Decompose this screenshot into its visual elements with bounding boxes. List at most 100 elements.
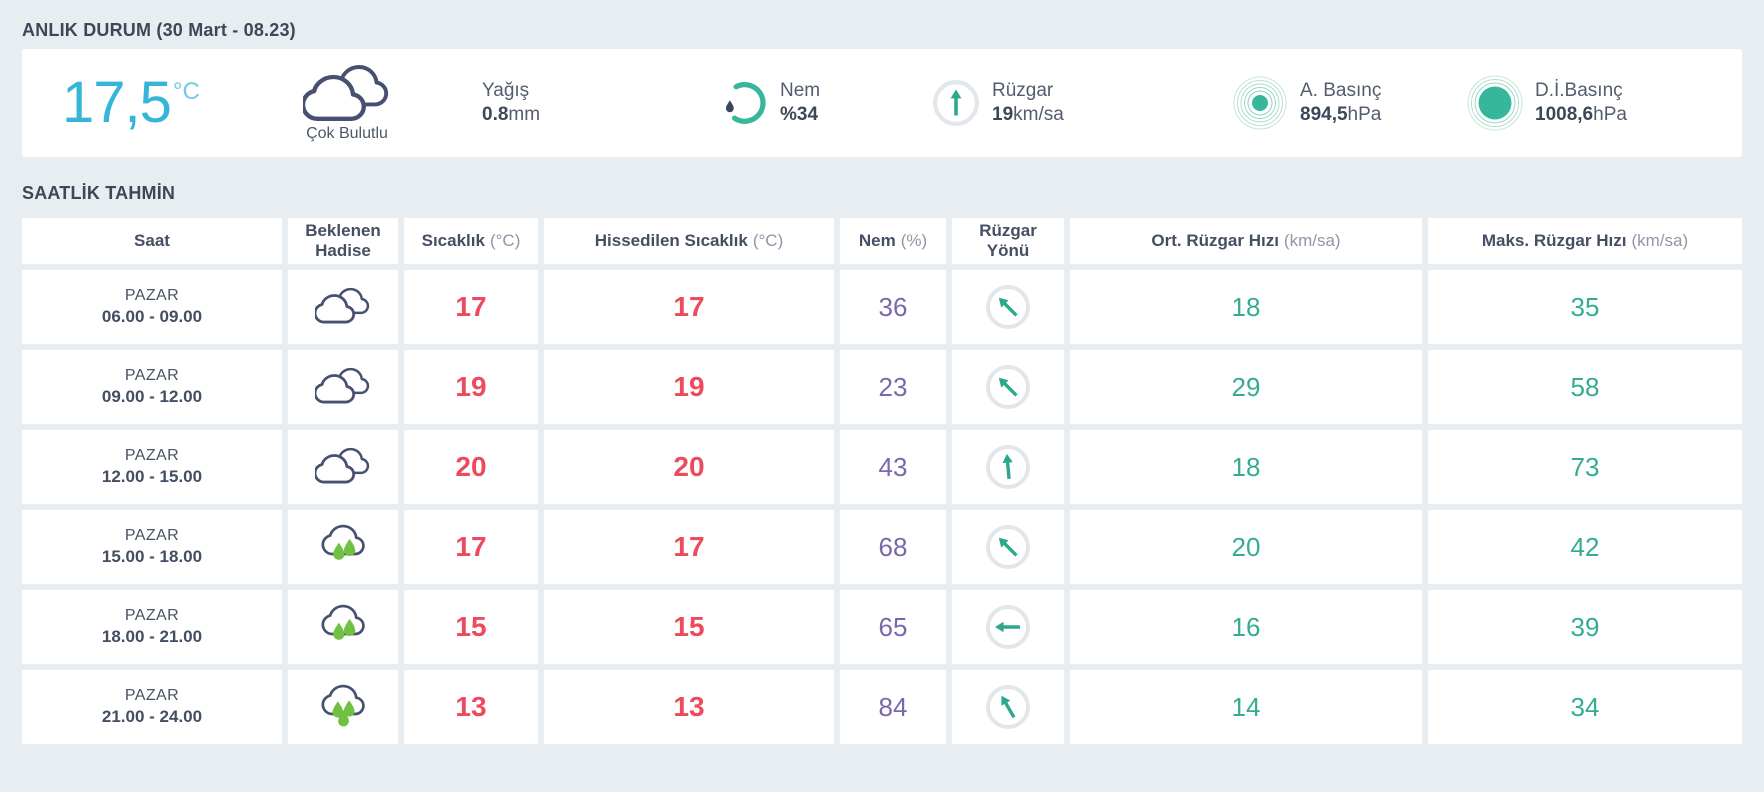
current-condition: Çok Bulutlu bbox=[272, 63, 422, 143]
temperature-unit: °C bbox=[172, 78, 200, 105]
wind-max-value: 58 bbox=[1428, 350, 1742, 424]
wind-value: 19km/sa bbox=[992, 104, 1064, 125]
cloudy-icon bbox=[313, 286, 371, 329]
day-label: PAZAR bbox=[124, 286, 180, 304]
forecast-table-row: PAZAR 18.00 - 21.00 bbox=[22, 590, 1742, 664]
humidity-value: %34 bbox=[780, 104, 819, 125]
condition-icon-cell bbox=[288, 510, 398, 584]
day-label: PAZAR bbox=[124, 686, 180, 704]
time-range: 06.00 - 09.00 bbox=[101, 307, 203, 327]
column-header-saat: Saat bbox=[22, 218, 282, 264]
forecast-table-row: PAZAR 15.00 - 18.00 bbox=[22, 510, 1742, 584]
time-cell: PAZAR 12.00 - 15.00 bbox=[22, 430, 282, 504]
day-label: PAZAR bbox=[124, 366, 180, 384]
condition-icon-cell bbox=[288, 270, 398, 344]
temperature-value: 17 bbox=[404, 270, 538, 344]
feels-like-value: 15 bbox=[544, 590, 834, 664]
humidity-value: 23 bbox=[840, 350, 946, 424]
condition-label: Çok Bulutlu bbox=[306, 125, 388, 142]
humidity-value: 43 bbox=[840, 430, 946, 504]
time-range: 09.00 - 12.00 bbox=[101, 387, 203, 407]
humidity-metric: Nem %34 bbox=[722, 79, 872, 127]
feels-like-value: 17 bbox=[544, 270, 834, 344]
humidity-value: 65 bbox=[840, 590, 946, 664]
forecast-table-header: Saat Beklenen Hadise Sıcaklık (°C) Hissed… bbox=[22, 218, 1742, 264]
time-range: 12.00 - 15.00 bbox=[101, 467, 203, 487]
forecast-table-row: PAZAR 12.00 - 15.00 bbox=[22, 430, 1742, 504]
wind-avg-value: 16 bbox=[1070, 590, 1422, 664]
day-label: PAZAR bbox=[124, 526, 180, 544]
column-header-maks-ruzgar-hizi: Maks. Rüzgar Hızı (km/sa) bbox=[1428, 218, 1742, 264]
wind-avg-value: 14 bbox=[1070, 670, 1422, 744]
condition-icon-cell bbox=[288, 350, 398, 424]
sealevel-pressure-metric: D.İ.Basınç 1008,6hPa bbox=[1467, 75, 1677, 131]
time-cell: PAZAR 18.00 - 21.00 bbox=[22, 590, 282, 664]
wind-direction-icon bbox=[952, 590, 1064, 664]
wind-avg-value: 29 bbox=[1070, 350, 1422, 424]
wind-max-value: 39 bbox=[1428, 590, 1742, 664]
time-range: 21.00 - 24.00 bbox=[101, 707, 203, 727]
column-header-hissedilen-sicaklik: Hissedilen Sıcaklık (°C) bbox=[544, 218, 834, 264]
wind-avg-value: 18 bbox=[1070, 430, 1422, 504]
wind-direction-icon bbox=[952, 510, 1064, 584]
time-cell: PAZAR 06.00 - 09.00 bbox=[22, 270, 282, 344]
day-label: PAZAR bbox=[124, 446, 180, 464]
forecast-table: Saat Beklenen Hadise Sıcaklık (°C) Hissed… bbox=[22, 218, 1742, 744]
feels-like-value: 19 bbox=[544, 350, 834, 424]
time-cell: PAZAR 21.00 - 24.00 bbox=[22, 670, 282, 744]
current-conditions-card: 17,5 °C Çok Bulutlu Yağış 0.8mm bbox=[22, 49, 1742, 157]
precipitation-metric: Yağış 0.8mm bbox=[482, 79, 612, 127]
condition-icon-cell bbox=[288, 590, 398, 664]
condition-icon-cell bbox=[288, 430, 398, 504]
humidity-label: Nem bbox=[780, 80, 821, 102]
column-header-ort-ruzgar-hizi: Ort. Rüzgar Hızı (km/sa) bbox=[1070, 218, 1422, 264]
clouds-icon bbox=[272, 63, 422, 121]
sealevel-pressure-value: 1008,6hPa bbox=[1535, 104, 1627, 125]
temperature-value: 19 bbox=[404, 350, 538, 424]
current-title-text: ANLIK DURUM bbox=[22, 20, 152, 40]
feels-like-value: 20 bbox=[544, 430, 834, 504]
wind-direction-icon bbox=[952, 430, 1064, 504]
wind-direction-icon bbox=[952, 670, 1064, 744]
precipitation-label: Yağış bbox=[482, 80, 530, 102]
sealevel-pressure-label: D.İ.Basınç bbox=[1535, 80, 1623, 102]
current-section-title: ANLIK DURUM (30 Mart - 08.23) bbox=[22, 20, 1742, 41]
precipitation-value: 0.8mm bbox=[482, 104, 541, 125]
time-range: 15.00 - 18.00 bbox=[101, 547, 203, 567]
forecast-table-row: PAZAR 21.00 - 24.00 bbox=[22, 670, 1742, 744]
station-pressure-label: A. Basınç bbox=[1300, 80, 1382, 102]
station-pressure-metric: A. Basınç 894,5hPa bbox=[1232, 75, 1427, 131]
cloudy-icon bbox=[313, 446, 371, 489]
forecast-section-title: SAATLİK TAHMİN bbox=[22, 183, 176, 203]
forecast-table-row: PAZAR 06.00 - 09.00 bbox=[22, 270, 1742, 344]
wind-label: Rüzgar bbox=[992, 80, 1054, 102]
light-rain-icon bbox=[320, 521, 367, 573]
humidity-value: 68 bbox=[840, 510, 946, 584]
wind-direction-icon bbox=[952, 350, 1064, 424]
temperature-value: 15 bbox=[404, 590, 538, 664]
wind-max-value: 34 bbox=[1428, 670, 1742, 744]
wind-max-value: 73 bbox=[1428, 430, 1742, 504]
column-header-beklenen-hadise: Beklenen Hadise bbox=[288, 218, 398, 264]
forecast-table-row: PAZAR 09.00 - 12.00 bbox=[22, 350, 1742, 424]
column-header-ruzgar-yonu: Rüzgar Yönü bbox=[952, 218, 1064, 264]
wind-max-value: 35 bbox=[1428, 270, 1742, 344]
wind-direction-icon bbox=[952, 270, 1064, 344]
column-header-sicaklik: Sıcaklık (°C) bbox=[404, 218, 538, 264]
wind-max-value: 42 bbox=[1428, 510, 1742, 584]
feels-like-value: 17 bbox=[544, 510, 834, 584]
light-rain-icon bbox=[320, 601, 367, 653]
temperature-value: 13 bbox=[404, 670, 538, 744]
time-range: 18.00 - 21.00 bbox=[101, 627, 203, 647]
weather-widget: ANLIK DURUM (30 Mart - 08.23) 17,5 °C Ço… bbox=[22, 20, 1742, 744]
wind-avg-value: 18 bbox=[1070, 270, 1422, 344]
humidity-value: 36 bbox=[840, 270, 946, 344]
wind-metric: Rüzgar 19km/sa bbox=[932, 79, 1102, 127]
column-header-nem: Nem (%) bbox=[840, 218, 946, 264]
station-pressure-icon bbox=[1232, 75, 1288, 131]
wind-avg-value: 20 bbox=[1070, 510, 1422, 584]
current-title-timestamp: (30 Mart - 08.23) bbox=[156, 20, 296, 40]
temperature-value: 20 bbox=[404, 430, 538, 504]
humidity-gauge-icon bbox=[722, 80, 768, 126]
station-pressure-value: 894,5hPa bbox=[1300, 104, 1382, 125]
